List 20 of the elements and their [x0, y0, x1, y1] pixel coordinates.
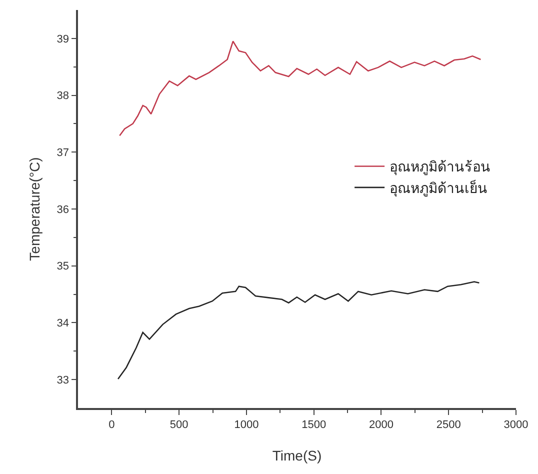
legend-label: อุณหภูมิด้านเย็น: [390, 178, 488, 197]
legend-label: อุณหภูมิด้านร้อน: [390, 160, 491, 176]
y-tick-label: 37: [56, 146, 70, 159]
x-tick-label: 3000: [504, 418, 528, 431]
x-tick-label: 0: [108, 418, 115, 431]
y-tick-label: 38: [56, 90, 70, 102]
x-tick-label: 500: [170, 418, 188, 431]
y-tick-label: 33: [56, 374, 70, 386]
x-tick-label: 2500: [436, 418, 461, 431]
x-tick-label: 2000: [368, 418, 394, 431]
y-tick-label: 36: [56, 204, 70, 216]
y-tick-label: 34: [56, 318, 70, 330]
line-series: [118, 40, 482, 136]
x-tick-label: 1000: [234, 418, 259, 431]
y-axis-title: Temperature(°C): [26, 157, 42, 261]
line-series: [117, 281, 480, 380]
y-tick-label: 35: [56, 260, 70, 273]
y-tick-label: 39: [56, 33, 70, 46]
x-axis-title: Time(S): [272, 448, 322, 464]
x-tick-label: 1500: [302, 418, 326, 431]
